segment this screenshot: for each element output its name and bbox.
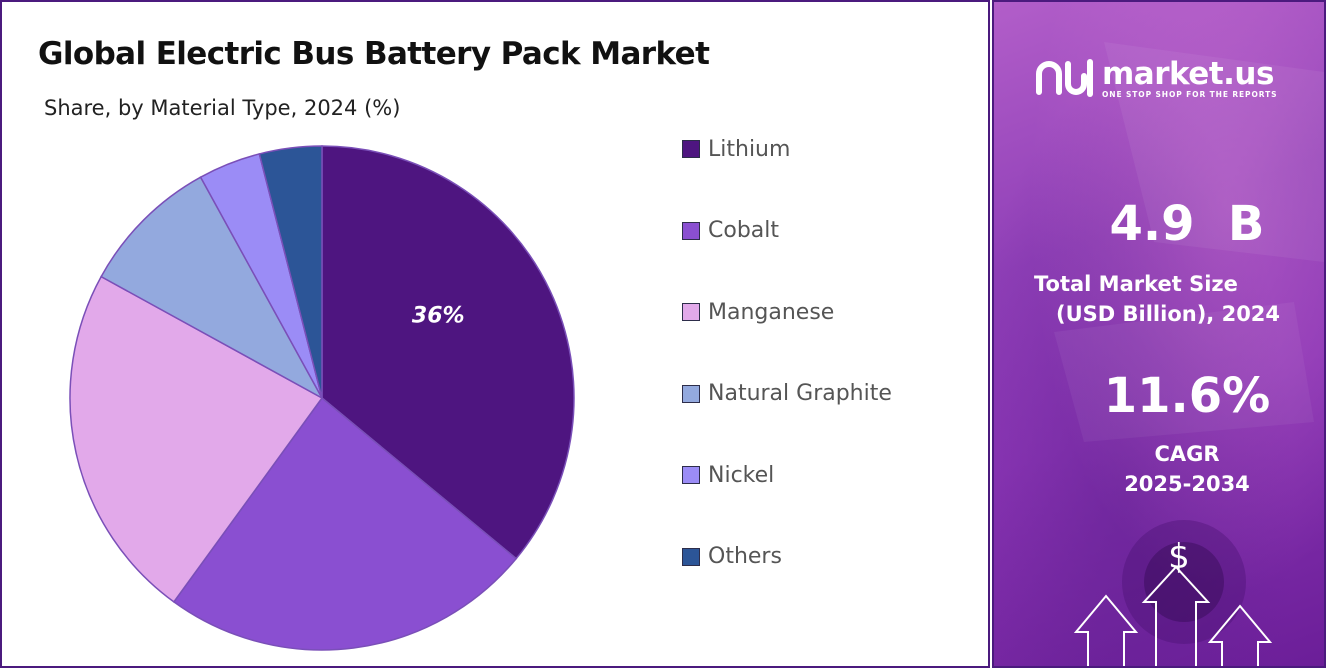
up-arrow-icon: [1073, 565, 1273, 666]
legend-swatch-nickel: [682, 466, 700, 484]
data-label-lithium: 36%: [412, 304, 465, 329]
summary-panel: market.us ONE STOP SHOP FOR THE REPORTS …: [992, 0, 1326, 668]
legend-swatch-manganese: [682, 303, 700, 321]
market-us-logo: market.us ONE STOP SHOP FOR THE REPORTS: [1034, 54, 1277, 102]
legend-item-cobalt: Cobalt: [682, 214, 779, 248]
legend-label-nickel: Nickel: [708, 462, 775, 488]
legend-item-others: Others: [682, 540, 782, 574]
market-us-logo-icon: [1036, 59, 1093, 97]
legend-label-others: Others: [708, 544, 782, 569]
legend-item-nickel: Nickel: [682, 458, 774, 492]
legend-item-natural-graphite: Natural Graphite: [682, 377, 892, 411]
cagr-period-label: 2025-2034: [1124, 472, 1250, 496]
logo-tagline: ONE STOP SHOP FOR THE REPORTS: [1102, 89, 1278, 99]
logo-name: market.us: [1102, 55, 1274, 92]
legend-item-manganese: Manganese: [682, 295, 834, 329]
background-decoration: [1054, 42, 1324, 644]
legend-swatch-cobalt: [682, 221, 700, 240]
pie-slice-natural-graphite: [100, 176, 324, 400]
chart-subtitle: Share, by Material Type, 2024 (%): [44, 96, 401, 120]
cagr-value: 11.6%: [1103, 368, 1271, 424]
pie-chart: 36%: [69, 145, 575, 651]
legend-swatch-others: [682, 547, 700, 566]
pie-slice-manganese: [69, 275, 324, 603]
legend-label-natural-graphite: Natural Graphite: [708, 381, 892, 406]
legend-swatch-natural-graphite: [682, 384, 700, 403]
legend-label-lithium: Lithium: [708, 136, 791, 162]
pie-slice-cobalt: [172, 396, 518, 651]
dollar-icon: $: [1168, 537, 1190, 577]
legend-item-lithium: Lithium: [682, 132, 790, 166]
market-size-unit-label: (USD Billion), 2024: [1056, 302, 1281, 326]
pie-slice-others: [258, 145, 323, 399]
market-size-value: 4.9 B: [1109, 196, 1265, 252]
chart-panel: 36% Global Electric Bus Battery Pack Mar…: [0, 0, 990, 668]
chart-title: Global Electric Bus Battery Pack Market: [38, 36, 710, 72]
legend-label-manganese: Manganese: [708, 299, 835, 325]
legend-label-cobalt: Cobalt: [708, 218, 780, 243]
market-size-label: Total Market Size: [1034, 272, 1238, 296]
pie-slice-lithium: [321, 145, 575, 560]
growth-arrows-illustration: $: [1073, 537, 1273, 666]
cagr-label: CAGR: [1154, 442, 1220, 466]
legend-swatch-lithium: [682, 140, 700, 158]
